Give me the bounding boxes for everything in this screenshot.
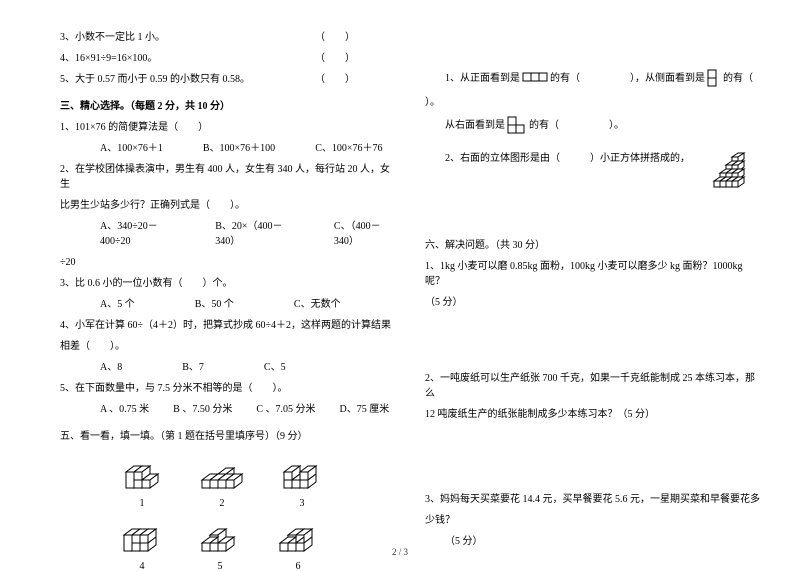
page-number: 2 / 3 [392,547,408,557]
cubes-row-1: 1 2 [60,462,395,509]
cube-shape-icon [120,525,164,559]
section-3-title: 三、精心选择。（每题 2 分，共 10 分） [60,99,395,114]
s3-q3: 3、比 0.6 小的一位小数有（ ）个。 [60,276,395,291]
s3-q2-ob: B、20×（400－340） [215,219,294,249]
cube-label-2: 2 [220,498,225,509]
s3-q4b: 相差（ ）。 [60,339,395,354]
s3-q5-d: D、75 厘米 [340,402,390,417]
r-q1e: 从右面看到是 [445,117,505,135]
s6-q1a: 1、1kg 小麦可以磨 0.85kg 面粉，100kg 小麦可以磨多少 kg 面… [425,259,760,289]
s3-q4-oc: C、5 [264,360,286,375]
front-view-icon [522,72,548,86]
judge-q4: 4、16×91÷9=16×100。 （ ） [60,51,395,66]
r-q1f: 的有（ ）。 [529,117,624,135]
s3-q2-oc: C、（400－340） [334,219,395,249]
s3-q4-opts: A、8 B、7 C、5 [60,360,395,375]
cube-label-4: 4 [140,561,145,572]
cube-label-6: 6 [296,561,301,572]
q3-text: 3、小数不一定比 1 小。 [60,30,165,45]
s6-q3a: 3、妈妈每天买菜要花 14.4 元，买早餐要花 5.6 元，一星期买菜和早餐要花… [425,492,760,507]
cube-1: 1 [120,462,164,509]
s3-q1-b: B、100×76＋100 [203,141,275,156]
s3-q3-a: A、5 个 [100,297,135,312]
s3-q5-opts: A 、0.75 米 B 、7.50 分米 C 、7.05 分米 D、75 厘米 [60,402,395,417]
s3-q4a: 4、小军在计算 60÷（4＋2）时，把算式抄成 60÷4＋2，这样两题的计算结果 [60,318,395,333]
r-q1-line3: 从右面看到是 的有（ ）。 [425,116,760,136]
q5-paren: （ ） [315,72,355,87]
r-q1c: 的有（ [723,70,753,88]
s3-q3-opts: A、5 个 B、50 个 C、无数个 [60,297,395,312]
r-q2a: 2、右面的立体图形是由（ ）小正方体拼搭成的， [445,153,690,164]
right-column: 1、从正面看到是 的有（ ），从侧面看到是 的有（ ）。 从右面看到是 [425,30,760,555]
cube-shape-icon [198,525,242,559]
judge-q5: 5、大于 0.57 而小于 0.59 的小数只有 0.58。 （ ） [60,72,395,87]
section-6-title: 六、解决问题。（共 30 分） [425,238,760,253]
s3-q5-b: B 、7.50 分米 [173,402,232,417]
s3-q5: 5、在下面数量中，与 7.5 分米不相等的是（ ）。 [60,381,395,396]
q4-paren: （ ） [315,51,355,66]
cube-shape-icon [198,462,246,496]
s3-q2-opts: A、340÷20－400÷20 B、20×（400－340） C、（400－34… [60,219,395,249]
cube-label-5: 5 [218,561,223,572]
cube-label-1: 1 [140,498,145,509]
s3-q1-c: C、100×76＋76 [315,141,382,156]
q4-text: 4、16×91÷9=16×100。 [60,51,157,66]
s3-q1: 1、101×76 的简便算法是（ ） [60,120,395,135]
right-view-icon [507,116,527,136]
s6-q2b: 12 吨废纸生产的纸张能制成多少本练习本？（5 分） [425,407,760,422]
s3-q2-tail: ÷20 [60,255,395,270]
cube-shape-icon [280,462,324,496]
r-q1b: 的有（ ），从侧面看到是 [550,70,705,88]
section-5-title: 五、看一看，填一填。（第 1 题在括号里填序号）（9 分） [60,429,395,444]
s6-q3c: （5 分） [425,534,760,549]
s3-q3-c: C、无数个 [294,297,341,312]
s3-q1-a: A、100×76＋1 [100,141,163,156]
left-column: 3、小数不一定比 1 小。 （ ） 4、16×91÷9=16×100。 （ ） … [60,30,395,555]
q3-paren: （ ） [315,30,355,45]
cube-shape-icon [276,525,320,559]
s3-q1-opts: A、100×76＋1 B、100×76＋100 C、100×76＋76 [60,141,395,156]
cube-3: 3 [280,462,324,509]
r-q2: 2、右面的立体图形是由（ ）小正方体拼搭成的， [425,151,760,204]
s6-q1b: （5 分） [425,295,760,310]
q5-text: 5、大于 0.57 而小于 0.59 的小数只有 0.58。 [60,72,250,87]
r-q1d: ）。 [425,95,760,110]
exam-page: 3、小数不一定比 1 小。 （ ） 4、16×91÷9=16×100。 （ ） … [0,0,800,565]
s3-q5-a: A 、0.75 米 [100,402,149,417]
s3-q5-c: C 、7.05 分米 [256,402,315,417]
s3-q2-oa: A、340÷20－400÷20 [100,219,175,249]
pyramid-icon [700,151,760,204]
s3-q4-ob: B、7 [182,360,204,375]
s6-q2a: 2、一吨废纸可以生产纸张 700 千克，如果一千克纸能制成 25 本练习本，那么 [425,371,760,401]
cube-shape-icon [120,462,164,496]
judge-q3: 3、小数不一定比 1 小。 （ ） [60,30,395,45]
s3-q3-b: B、50 个 [195,297,234,312]
s3-q4-oa: A、8 [100,360,122,375]
s3-q2a: 2、在学校团体操表演中，男生有 400 人，女生有 340 人，每行站 20 人… [60,162,395,192]
r-q1-line1: 1、从正面看到是 的有（ ），从侧面看到是 的有（ [425,69,760,89]
r-q1a: 1、从正面看到是 [445,70,520,88]
s6-q3b: 少钱？ [425,513,760,528]
side-view-icon [707,69,721,89]
cube-label-3: 3 [300,498,305,509]
cube-2: 2 [198,462,246,509]
s3-q2b: 比男生少站多少行？正确列式是（ ）。 [60,198,395,213]
